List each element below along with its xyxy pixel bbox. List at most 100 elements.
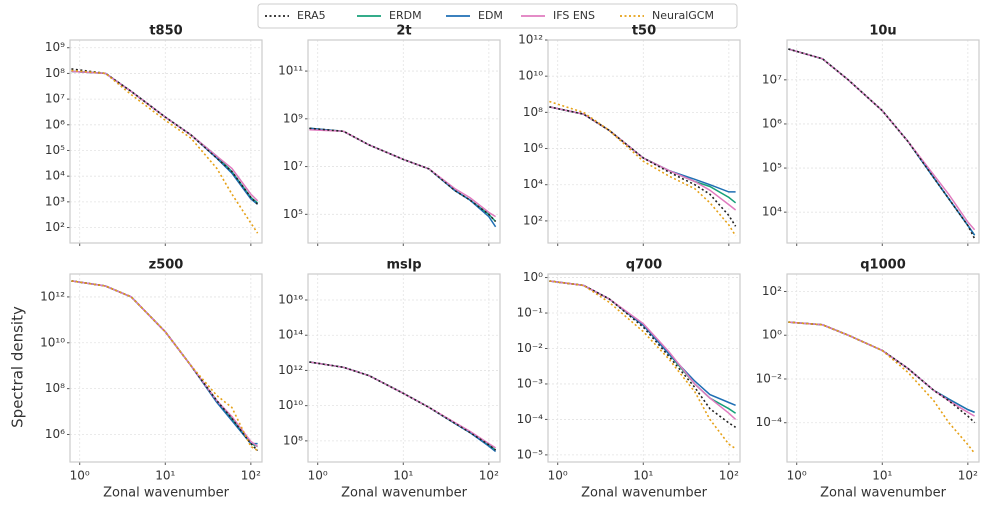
y-tick-label: 10³ bbox=[45, 194, 65, 208]
axes-frame bbox=[307, 39, 501, 244]
y-tick-label: 10⁰ bbox=[762, 328, 782, 342]
y-axis-label: Spectral density bbox=[9, 306, 27, 428]
y-tick-label: 10⁻² bbox=[517, 341, 544, 355]
y-tick-label: 10⁻⁵ bbox=[517, 447, 544, 461]
y-tick-label: 10¹⁰ bbox=[278, 398, 303, 412]
series-line bbox=[71, 70, 259, 204]
series-line bbox=[309, 361, 497, 451]
x-axis-label: Zonal wavenumber bbox=[341, 486, 467, 501]
y-tick-label: 10² bbox=[523, 213, 543, 227]
legend-label: ERDM bbox=[389, 9, 422, 22]
x-tick-label: 10¹ bbox=[155, 469, 175, 483]
y-tick-label: 10¹² bbox=[518, 33, 543, 47]
series-line bbox=[549, 280, 737, 450]
legend-label: ERA5 bbox=[297, 9, 326, 22]
panel-title: z500 bbox=[149, 258, 184, 273]
series-line bbox=[788, 48, 976, 236]
series-line bbox=[549, 280, 736, 406]
x-tick-label: 10⁰ bbox=[308, 469, 328, 483]
y-tick-label: 10⁻⁴ bbox=[756, 415, 783, 429]
x-tick-label: 10⁰ bbox=[787, 469, 807, 483]
series-line bbox=[71, 280, 258, 448]
y-tick-label: 10⁻¹ bbox=[517, 306, 544, 320]
axes-frame bbox=[547, 39, 741, 244]
panel-title: q1000 bbox=[860, 258, 906, 273]
series-line bbox=[71, 280, 259, 452]
panel-title: q700 bbox=[626, 258, 662, 273]
x-tick-label: 10¹ bbox=[872, 469, 892, 483]
series-line bbox=[549, 106, 736, 193]
y-tick-label: 10² bbox=[45, 220, 65, 234]
axes-frame bbox=[786, 273, 980, 463]
y-tick-label: 10⁹ bbox=[45, 40, 65, 54]
x-tick-label: 10² bbox=[241, 469, 261, 483]
series-line bbox=[309, 127, 497, 223]
series-line bbox=[71, 280, 258, 445]
y-tick-label: 10¹⁰ bbox=[518, 69, 543, 83]
panel: t50 10² 10⁴ 10⁶ 10⁸ 10¹⁰ 10¹² bbox=[518, 24, 741, 246]
y-tick-label: 10⁹ bbox=[283, 111, 303, 125]
y-tick-label: 10⁶ bbox=[762, 116, 782, 130]
axes-frame bbox=[307, 273, 501, 463]
x-axis-label: Zonal wavenumber bbox=[581, 486, 707, 501]
y-tick-label: 10⁸ bbox=[45, 381, 65, 395]
y-tick-label: 10⁷ bbox=[283, 159, 303, 173]
panel: mslp 10⁸ 10¹⁰ 10¹² 10¹⁴ 10¹⁶ 10⁰ 10¹ 10² Zonal wa… bbox=[278, 258, 501, 501]
y-tick-label: 10⁶ bbox=[45, 427, 65, 441]
x-axis-label: Zonal wavenumber bbox=[103, 486, 229, 501]
panel: q700 10⁻⁵ 10⁻⁴ 10⁻³ 10⁻² 10⁻¹ 10⁰ 10⁰ 10¹ 10² Zona… bbox=[517, 258, 741, 501]
legend-label: NeuralGCM bbox=[652, 9, 714, 22]
series-line bbox=[549, 280, 737, 428]
x-tick-label: 10² bbox=[719, 469, 739, 483]
series-line bbox=[788, 321, 976, 424]
y-tick-label: 10⁷ bbox=[762, 72, 782, 86]
panel: 2t 10⁵ 10⁷ 10⁹ 10¹¹ bbox=[278, 24, 501, 246]
axes-frame bbox=[69, 39, 263, 244]
y-tick-label: 10⁻⁴ bbox=[517, 412, 544, 426]
x-tick-label: 10⁰ bbox=[548, 469, 568, 483]
y-tick-label: 10⁸ bbox=[523, 105, 543, 119]
panel: q1000 10⁻⁴ 10⁻² 10⁰ 10² 10⁰ 10¹ 10² Zonal wavenu… bbox=[756, 258, 980, 501]
series-line bbox=[549, 106, 737, 227]
series-line bbox=[788, 321, 975, 417]
y-tick-label: 10² bbox=[762, 284, 782, 298]
x-tick-label: 10⁰ bbox=[70, 469, 90, 483]
y-tick-label: 10⁻³ bbox=[517, 376, 544, 390]
series-line bbox=[788, 48, 976, 236]
y-tick-label: 10¹² bbox=[278, 363, 303, 377]
x-tick-label: 10² bbox=[958, 469, 978, 483]
series-line bbox=[788, 321, 976, 454]
y-tick-label: 10⁶ bbox=[45, 117, 65, 131]
series-line bbox=[788, 48, 976, 231]
series-line bbox=[309, 127, 497, 228]
axes-frame bbox=[69, 273, 263, 463]
y-tick-label: 10⁸ bbox=[283, 433, 303, 447]
y-tick-label: 10⁴ bbox=[45, 169, 65, 183]
series-line bbox=[309, 361, 497, 449]
panel: z500 10⁶ 10⁸ 10¹⁰ 10¹² 10⁰ 10¹ 10² Zonal wavenum… bbox=[40, 258, 263, 501]
series-line bbox=[309, 361, 497, 451]
series-line bbox=[71, 70, 259, 205]
axes-frame bbox=[786, 39, 980, 244]
panel-title: mslp bbox=[386, 258, 421, 273]
y-tick-label: 10⁵ bbox=[45, 143, 65, 157]
series-line bbox=[71, 68, 259, 205]
panel-title: 2t bbox=[396, 24, 411, 39]
y-tick-label: 10⁷ bbox=[45, 92, 65, 106]
series-line bbox=[309, 361, 497, 453]
series-line bbox=[71, 280, 259, 448]
x-axis-label: Zonal wavenumber bbox=[820, 486, 946, 501]
y-tick-label: 10⁸ bbox=[45, 66, 65, 80]
y-tick-label: 10⁴ bbox=[762, 205, 782, 219]
series-line bbox=[549, 106, 737, 211]
panel-title: t850 bbox=[149, 24, 182, 39]
panel-title: t50 bbox=[632, 24, 656, 39]
legend-label: EDM bbox=[478, 9, 503, 22]
series-line bbox=[309, 127, 497, 223]
y-tick-label: 10¹⁴ bbox=[278, 328, 303, 342]
panel: 10u 10⁴ 10⁵ 10⁶ 10⁷ bbox=[762, 24, 980, 246]
y-tick-label: 10¹¹ bbox=[278, 64, 303, 78]
series-line bbox=[549, 280, 737, 420]
series-line bbox=[549, 100, 737, 237]
